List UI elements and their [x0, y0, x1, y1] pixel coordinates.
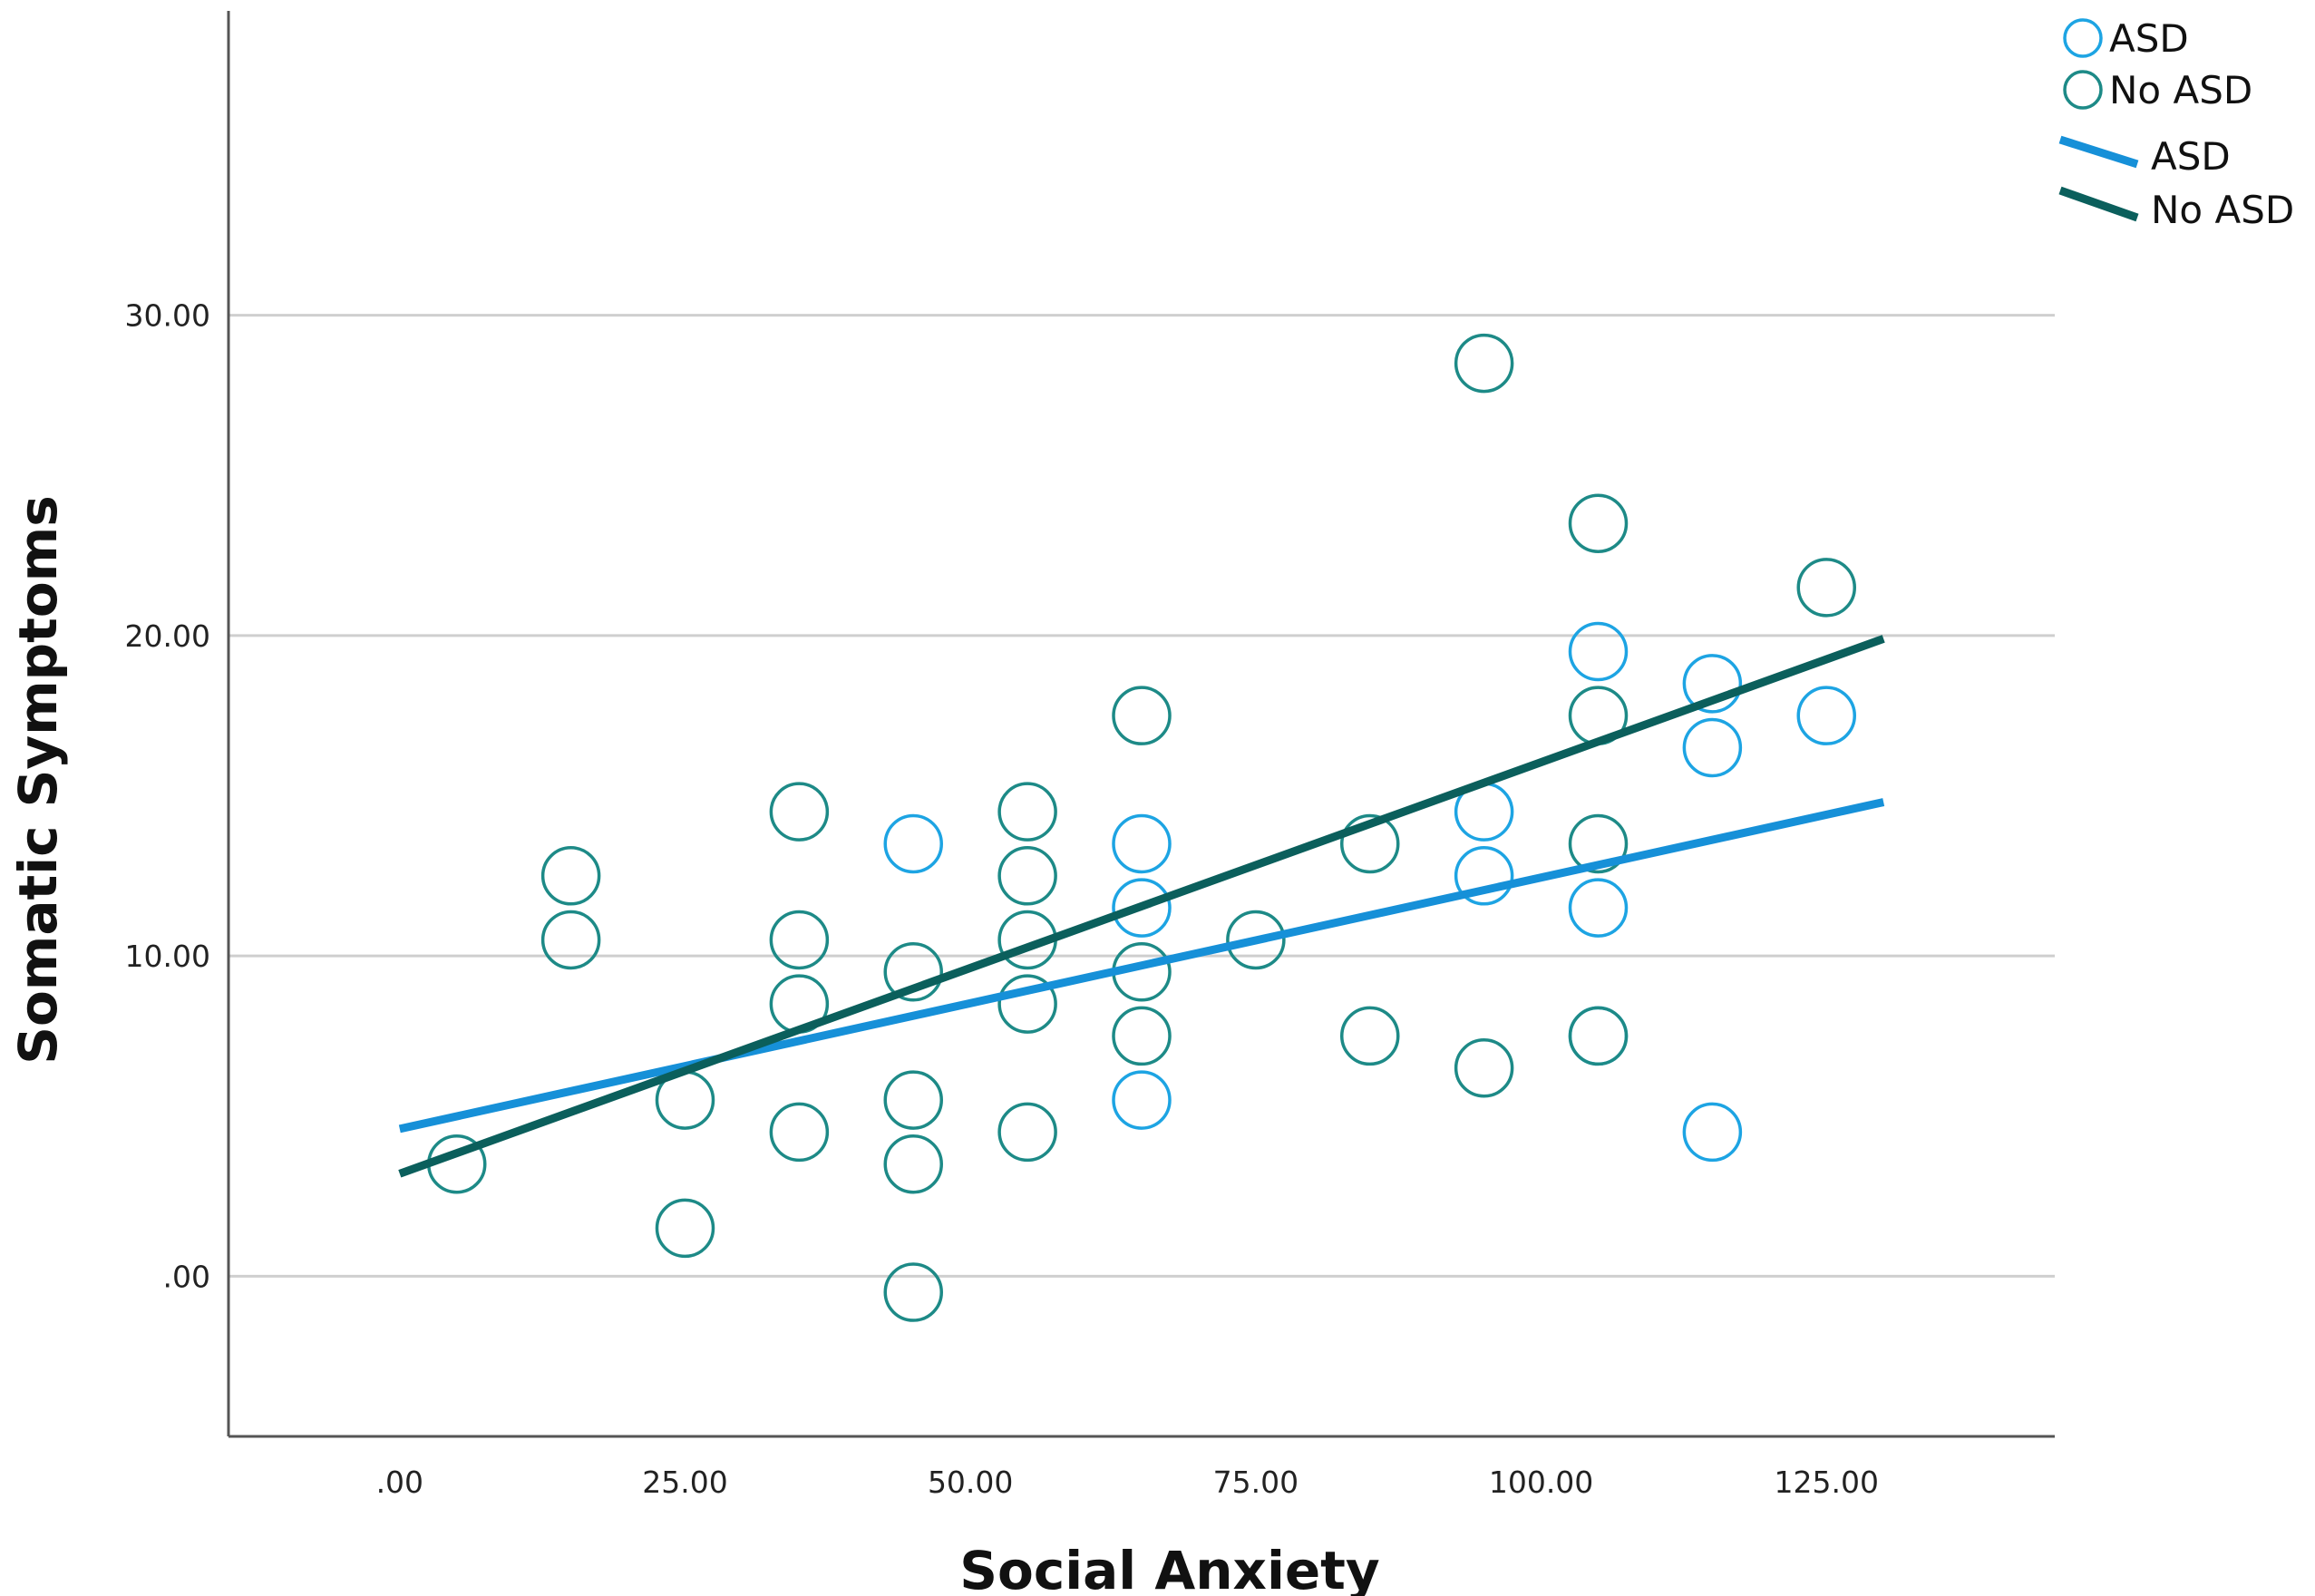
y-tick-label: .00	[163, 1259, 210, 1294]
fit-lines	[398, 635, 1885, 1178]
point-no-asd	[997, 974, 1057, 1034]
point-asd	[1568, 878, 1629, 938]
y-tick-label: 30.00	[125, 298, 210, 334]
y-tick-label: 10.00	[125, 939, 210, 974]
x-tick-label: 100.00	[1489, 1465, 1593, 1500]
point-no-asd	[1112, 1006, 1172, 1066]
point-no-asd	[1568, 813, 1629, 874]
x-tick-labels: .00 25.00 50.00 75.00 100.00 125.00	[376, 1465, 1879, 1500]
point-no-asd	[769, 1102, 830, 1163]
point-asd	[1568, 621, 1629, 682]
legend: ASD No ASD ASD No ASD	[2058, 16, 2294, 232]
legend-asd-marker-label: ASD	[2109, 16, 2189, 61]
y-axis-title: Somatic Symptoms	[7, 495, 69, 1064]
point-no-asd	[1454, 1038, 1514, 1098]
point-no-asd	[540, 846, 601, 906]
y-tick-labels: .00 10.00 20.00 30.00	[125, 298, 210, 1295]
point-no-asd	[1112, 686, 1172, 745]
legend-asd-marker	[2063, 18, 2103, 58]
fit-line-no-asd	[398, 635, 1885, 1178]
point-no-asd	[883, 1262, 943, 1322]
point-no-asd	[997, 1102, 1057, 1163]
point-no-asd	[655, 1198, 715, 1259]
scatter-points	[427, 333, 1856, 1322]
point-asd	[1796, 686, 1856, 745]
legend-no-asd-line-label: No ASD	[2151, 188, 2294, 232]
point-asd	[1112, 878, 1172, 938]
point-asd	[1112, 1070, 1172, 1130]
x-axis-title: Social Anxiety	[959, 1540, 1379, 1596]
point-no-asd	[1340, 1006, 1400, 1066]
point-no-asd	[883, 942, 943, 1002]
legend-no-asd-marker	[2063, 70, 2103, 110]
point-no-asd	[769, 782, 830, 842]
legend-no-asd-line	[2058, 186, 2139, 222]
fit-line-asd	[398, 798, 1885, 1134]
legend-asd-line	[2058, 135, 2139, 169]
y-tick-label: 20.00	[125, 618, 210, 654]
point-no-asd	[769, 910, 830, 970]
x-tick-label: .00	[376, 1465, 423, 1500]
point-no-asd	[883, 1070, 943, 1130]
x-tick-label: 25.00	[642, 1465, 727, 1500]
point-asd	[1682, 1102, 1743, 1163]
point-no-asd	[997, 846, 1057, 906]
point-asd	[1682, 654, 1743, 714]
point-no-asd	[1454, 333, 1514, 394]
x-tick-label: 125.00	[1775, 1465, 1879, 1500]
point-no-asd	[1568, 1006, 1629, 1066]
gridlines	[229, 314, 2055, 1278]
point-no-asd	[883, 1134, 943, 1194]
x-tick-label: 75.00	[1213, 1465, 1299, 1500]
point-asd	[1454, 846, 1514, 906]
point-no-asd	[540, 910, 601, 970]
legend-asd-line-label: ASD	[2151, 134, 2231, 179]
point-asd	[1112, 813, 1172, 874]
point-no-asd	[1796, 558, 1856, 618]
point-no-asd	[1568, 493, 1629, 553]
point-asd	[883, 813, 943, 874]
point-asd	[1682, 717, 1743, 778]
point-no-asd	[1226, 910, 1286, 970]
x-tick-label: 50.00	[928, 1465, 1013, 1500]
legend-no-asd-marker-label: No ASD	[2109, 68, 2252, 112]
point-no-asd	[997, 782, 1057, 842]
point-no-asd	[1340, 813, 1400, 874]
